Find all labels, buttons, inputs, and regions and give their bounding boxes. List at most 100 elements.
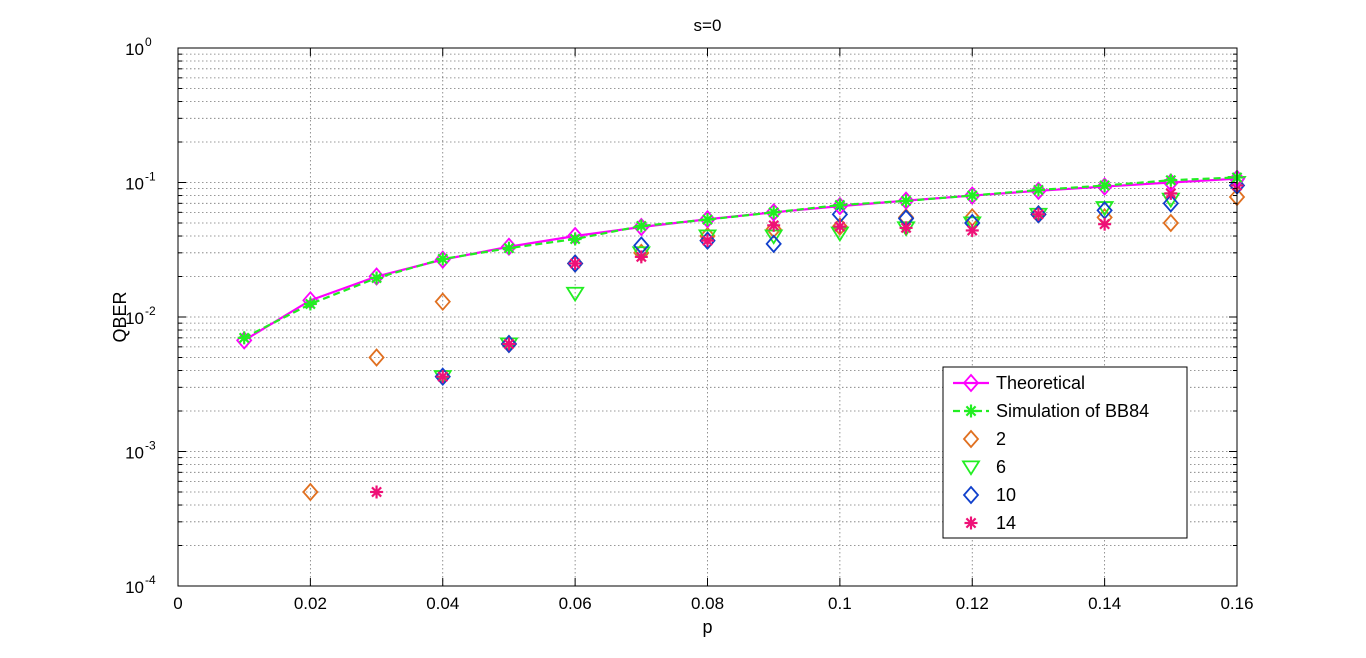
data-point xyxy=(701,213,714,227)
y-tick-label-base: 10 xyxy=(125,578,144,597)
data-point xyxy=(964,186,981,205)
data-point xyxy=(634,219,648,233)
data-point xyxy=(1164,186,1178,200)
y-tick-label-exponent: -1 xyxy=(145,170,156,184)
y-tick-label: 10 -1 xyxy=(125,170,156,194)
x-tick-label: 0.12 xyxy=(956,594,989,613)
data-point xyxy=(302,482,319,502)
data-point xyxy=(502,241,516,255)
data-point xyxy=(965,189,979,203)
data-point xyxy=(765,234,782,254)
data-point xyxy=(1162,213,1180,233)
data-point xyxy=(434,250,451,270)
data-point xyxy=(1031,207,1045,221)
data-point xyxy=(701,234,714,248)
data-point xyxy=(899,221,913,235)
data-point xyxy=(833,198,847,212)
x-tick-label: 0.06 xyxy=(559,594,592,613)
data-point xyxy=(436,252,450,266)
data-point xyxy=(833,220,847,234)
data-point xyxy=(568,256,582,270)
x-tick-label: 0.04 xyxy=(426,594,459,613)
data-point xyxy=(965,223,979,237)
y-axis-label: QBER xyxy=(110,291,130,342)
legend-marker xyxy=(962,429,980,449)
legend-label: 2 xyxy=(996,429,1006,449)
x-axis-label: p xyxy=(702,617,712,637)
y-tick-label-exponent: -4 xyxy=(145,573,156,587)
y-tick-label-exponent: -2 xyxy=(145,304,156,318)
legend-marker xyxy=(962,373,980,393)
data-point xyxy=(368,348,385,367)
series-line xyxy=(243,176,1238,339)
series-simulation-of-bb84 xyxy=(237,170,1244,345)
y-tick-label: 10 -2 xyxy=(125,304,156,328)
legend-entry: 2 xyxy=(962,429,1006,449)
data-point xyxy=(831,217,849,236)
legend-entry: 10 xyxy=(962,485,1016,505)
data-point xyxy=(767,205,781,219)
legend-box xyxy=(942,366,1188,539)
y-tick-label: 10 -3 xyxy=(125,439,156,463)
data-point xyxy=(831,196,849,216)
data-point xyxy=(634,250,648,264)
legend-label: Simulation of BB84 xyxy=(996,401,1149,421)
legend-label: Theoretical xyxy=(996,373,1085,393)
y-tick-label-base: 10 xyxy=(125,175,144,194)
y-tick-label-exponent: -3 xyxy=(145,439,156,453)
data-point xyxy=(303,297,317,311)
data-point xyxy=(1164,173,1178,187)
data-point xyxy=(633,217,650,237)
data-point xyxy=(370,485,384,499)
plot-area xyxy=(177,47,1247,587)
data-point xyxy=(434,367,451,387)
data-point xyxy=(1096,177,1113,196)
x-tick-label: 0.08 xyxy=(691,594,724,613)
y-tick-label: 10 0 xyxy=(125,35,152,59)
legend-entry: Simulation of BB84 xyxy=(953,401,1149,421)
legend-entry: 6 xyxy=(961,457,1006,477)
y-tick-label-base: 10 xyxy=(125,40,144,59)
data-point xyxy=(899,194,913,208)
data-point xyxy=(765,202,782,222)
legend-label: 10 xyxy=(996,485,1016,505)
y-tick-label-base: 10 xyxy=(125,444,144,463)
tick-marks xyxy=(177,47,1238,587)
data-point xyxy=(1030,204,1047,224)
y-tick-label-base: 10 xyxy=(125,309,144,328)
data-point xyxy=(500,334,518,354)
data-point xyxy=(370,271,384,285)
legend-marker xyxy=(961,460,981,476)
data-point xyxy=(1031,183,1045,197)
y-tick-label-exponent: 0 xyxy=(145,35,152,49)
legend-marker xyxy=(962,485,980,505)
data-point xyxy=(565,286,585,303)
x-tick-label: 0.02 xyxy=(294,594,327,613)
data-point xyxy=(237,331,251,345)
legend-entry: Theoretical xyxy=(953,373,1085,393)
series-14 xyxy=(370,178,1244,499)
x-tick-label: 0.14 xyxy=(1088,594,1121,613)
legend-label: 14 xyxy=(996,513,1016,533)
data-point xyxy=(699,209,716,229)
legend-entry: 14 xyxy=(964,513,1016,533)
y-tick-label: 10 -4 xyxy=(125,573,156,597)
data-point xyxy=(436,370,450,384)
x-tick-label: 0.16 xyxy=(1220,594,1253,613)
x-tick-labels: 0 0.02 0.04 0.06 0.08 0.1 0.12 0.14 0.16 xyxy=(173,594,1253,613)
data-point xyxy=(1030,181,1047,201)
x-tick-label: 0.1 xyxy=(828,594,852,613)
data-point xyxy=(699,231,716,250)
data-point xyxy=(434,292,451,312)
data-point xyxy=(1098,217,1112,231)
data-point xyxy=(1162,193,1180,213)
legend-marker xyxy=(964,404,978,418)
chart-title: s=0 xyxy=(694,16,722,35)
data-point xyxy=(1098,178,1112,192)
legend: Theoretical Simulation of BB84 2 6 10 14 xyxy=(942,366,1188,539)
data-point xyxy=(962,216,982,232)
x-tick-label: 0 xyxy=(173,594,182,613)
data-point xyxy=(566,254,584,273)
